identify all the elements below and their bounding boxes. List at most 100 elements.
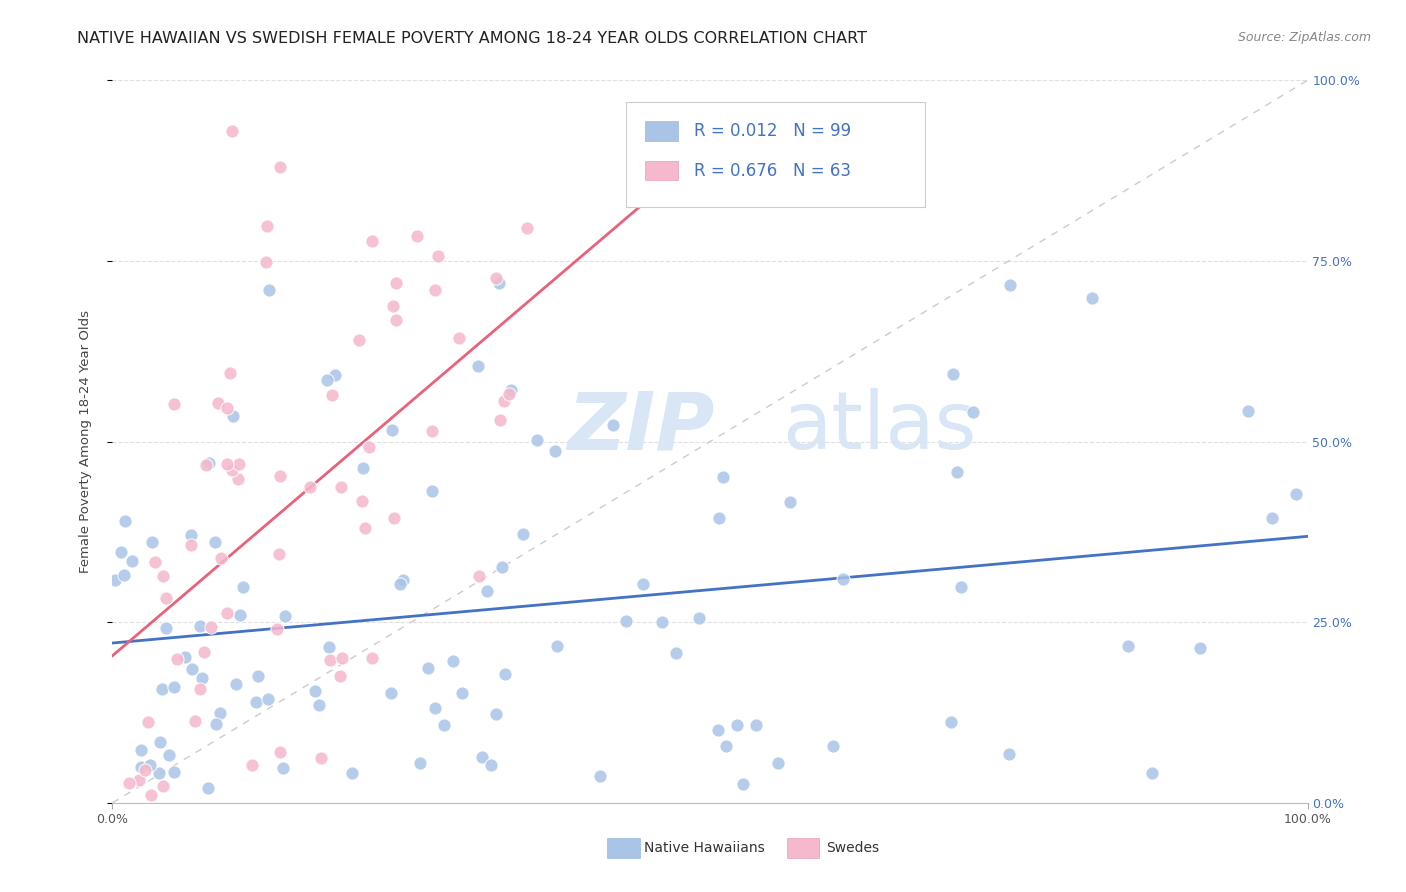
- Point: [962, 404, 984, 418]
- Point: [433, 717, 456, 731]
- Point: [340, 765, 363, 780]
- Point: [232, 580, 254, 594]
- Point: [998, 747, 1021, 761]
- Point: [485, 270, 508, 285]
- Point: [354, 521, 377, 535]
- Point: [526, 433, 548, 447]
- Point: [246, 669, 269, 683]
- Text: atlas: atlas: [782, 388, 976, 467]
- Point: [467, 359, 489, 374]
- Point: [485, 707, 508, 722]
- Point: [112, 568, 135, 582]
- Point: [299, 480, 322, 494]
- Point: [1189, 641, 1212, 656]
- Point: [254, 255, 277, 269]
- Point: [391, 573, 413, 587]
- Point: [159, 748, 181, 763]
- Point: [269, 160, 291, 174]
- Point: [360, 234, 382, 248]
- Point: [349, 333, 371, 347]
- Point: [321, 388, 343, 402]
- Point: [129, 743, 152, 757]
- Point: [714, 739, 737, 753]
- Point: [143, 555, 166, 569]
- Point: [308, 698, 330, 713]
- Point: [498, 386, 520, 401]
- Point: [665, 646, 688, 660]
- Point: [1081, 291, 1104, 305]
- Text: NATIVE HAWAIIAN VS SWEDISH FEMALE POVERTY AMONG 18-24 YEAR OLDS CORRELATION CHAR: NATIVE HAWAIIAN VS SWEDISH FEMALE POVERT…: [77, 31, 868, 46]
- Point: [427, 249, 450, 263]
- Point: [352, 461, 374, 475]
- Point: [1261, 510, 1284, 524]
- Point: [423, 701, 446, 715]
- Point: [155, 591, 177, 605]
- Point: [512, 527, 534, 541]
- Point: [104, 573, 127, 587]
- Point: [409, 756, 432, 770]
- Point: [138, 758, 160, 772]
- Point: [117, 776, 139, 790]
- Point: [488, 276, 510, 290]
- Point: [193, 645, 215, 659]
- Point: [330, 651, 353, 665]
- Point: [110, 545, 132, 559]
- Point: [114, 515, 136, 529]
- Point: [180, 538, 202, 552]
- Point: [215, 401, 238, 415]
- Point: [385, 313, 408, 327]
- Point: [198, 456, 221, 470]
- Point: [470, 750, 492, 764]
- Point: [316, 373, 339, 387]
- Point: [1000, 277, 1022, 292]
- Point: [184, 714, 207, 729]
- Point: [136, 714, 159, 729]
- Point: [489, 413, 512, 427]
- Point: [204, 535, 226, 549]
- Point: [707, 723, 730, 738]
- FancyBboxPatch shape: [645, 161, 678, 180]
- Point: [152, 779, 174, 793]
- Point: [745, 718, 768, 732]
- Point: [389, 577, 412, 591]
- Point: [209, 551, 232, 566]
- Text: Native Hawaiians: Native Hawaiians: [644, 840, 765, 855]
- Point: [406, 229, 429, 244]
- Text: R = 0.012   N = 99: R = 0.012 N = 99: [695, 122, 852, 140]
- Point: [141, 788, 163, 802]
- Point: [228, 457, 250, 471]
- Point: [330, 480, 353, 494]
- Y-axis label: Female Poverty Among 18-24 Year Olds: Female Poverty Among 18-24 Year Olds: [79, 310, 91, 573]
- Point: [197, 781, 219, 796]
- Point: [380, 686, 402, 700]
- Point: [150, 681, 173, 696]
- Point: [273, 609, 295, 624]
- Point: [259, 283, 281, 297]
- Point: [832, 572, 855, 586]
- Point: [1118, 639, 1140, 653]
- Point: [304, 684, 326, 698]
- Point: [174, 650, 197, 665]
- Point: [942, 368, 965, 382]
- Point: [1237, 404, 1260, 418]
- Point: [229, 608, 252, 623]
- Point: [602, 418, 624, 433]
- Point: [166, 651, 188, 665]
- Point: [329, 669, 352, 683]
- Point: [180, 528, 202, 542]
- Text: R = 0.676   N = 63: R = 0.676 N = 63: [695, 161, 852, 179]
- Point: [228, 472, 250, 486]
- Point: [269, 745, 291, 759]
- Point: [269, 547, 291, 561]
- FancyBboxPatch shape: [786, 838, 818, 858]
- Point: [311, 750, 333, 764]
- Point: [191, 671, 214, 685]
- Point: [479, 758, 502, 772]
- Point: [768, 756, 790, 770]
- Point: [121, 554, 143, 568]
- Point: [945, 465, 967, 479]
- Point: [420, 424, 443, 438]
- Point: [725, 718, 748, 732]
- Point: [350, 494, 373, 508]
- Point: [194, 458, 217, 473]
